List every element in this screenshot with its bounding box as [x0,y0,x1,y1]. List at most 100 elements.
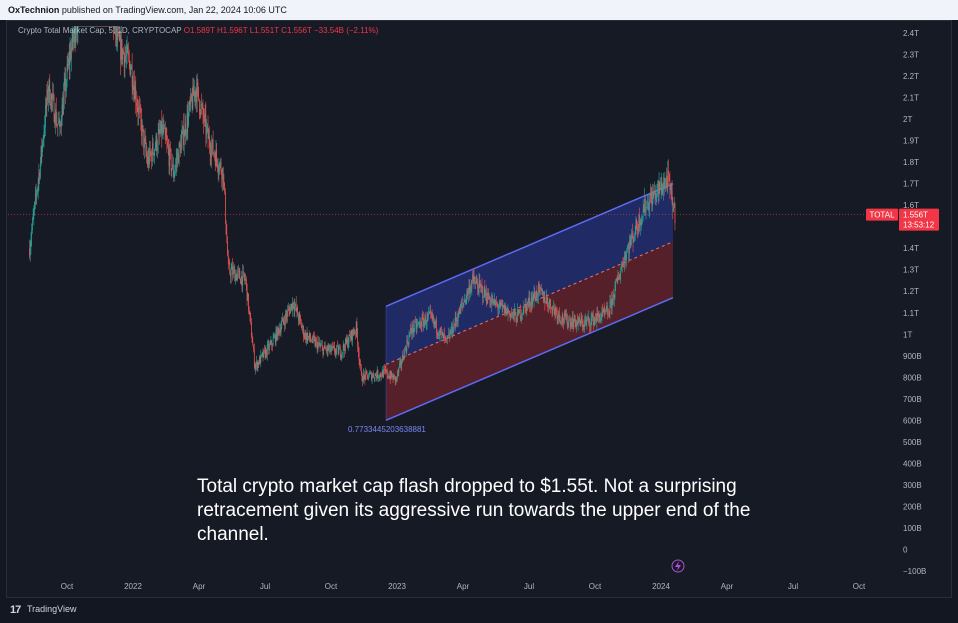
candle[interactable] [303,324,304,343]
candle[interactable] [415,315,416,323]
candle[interactable] [211,135,212,169]
candle[interactable] [126,35,128,65]
candle[interactable] [425,319,427,331]
candle[interactable] [200,100,202,118]
candle[interactable] [443,332,445,342]
candle[interactable] [661,177,663,195]
candle[interactable] [554,307,556,321]
candle[interactable] [556,307,558,325]
candle[interactable] [667,160,669,194]
candle[interactable] [436,316,437,339]
candle[interactable] [467,288,468,300]
candle[interactable] [437,329,439,340]
candle[interactable] [496,301,498,308]
candle[interactable] [545,289,547,305]
candle[interactable] [151,148,153,170]
candle[interactable] [133,71,134,102]
candle[interactable] [557,315,559,325]
candle[interactable] [438,331,439,340]
candle[interactable] [230,268,231,284]
candle[interactable] [203,108,205,134]
candle[interactable] [632,230,634,253]
channel-upper-line[interactable] [385,182,674,307]
candle[interactable] [87,26,89,27]
candle[interactable] [462,303,464,309]
candle[interactable] [313,331,314,344]
candle[interactable] [616,278,617,282]
candle[interactable] [590,322,591,333]
candle[interactable] [41,137,43,164]
candle[interactable] [589,318,591,333]
candle[interactable] [451,322,452,338]
candle[interactable] [106,26,108,27]
candle[interactable] [164,124,166,129]
candle[interactable] [143,128,145,156]
candle[interactable] [416,318,418,334]
candle[interactable] [347,336,349,351]
candle[interactable] [439,327,441,342]
candle[interactable] [600,313,602,321]
candle[interactable] [433,314,434,328]
candle[interactable] [93,26,95,27]
candle[interactable] [582,324,584,333]
candle[interactable] [405,345,407,358]
candle[interactable] [134,80,136,100]
candle[interactable] [457,313,458,327]
candle[interactable] [638,213,640,234]
candle[interactable] [558,307,560,323]
candle[interactable] [578,315,580,324]
candle[interactable] [74,26,76,53]
candle[interactable] [377,369,379,379]
candle[interactable] [668,173,670,182]
candle[interactable] [268,339,270,355]
candle[interactable] [657,179,659,205]
candle[interactable] [564,310,565,325]
candle[interactable] [39,156,41,180]
candle[interactable] [389,370,391,385]
candle[interactable] [465,294,467,305]
candle[interactable] [538,281,539,305]
candle[interactable] [311,336,313,344]
candle[interactable] [172,153,173,170]
candle[interactable] [394,374,395,380]
candle[interactable] [347,335,348,349]
candle[interactable] [457,311,459,328]
candle[interactable] [172,156,174,182]
candle[interactable] [478,272,480,297]
candle[interactable] [216,143,218,168]
candle[interactable] [111,26,113,27]
candle[interactable] [432,312,434,324]
candle[interactable] [530,302,531,313]
candle[interactable] [235,269,236,285]
candle[interactable] [157,139,158,159]
candle[interactable] [40,145,42,167]
candle[interactable] [199,98,200,120]
candle[interactable] [346,334,348,346]
candle[interactable] [125,45,126,63]
candle[interactable] [459,306,460,315]
candle[interactable] [511,312,513,319]
candle[interactable] [519,304,521,322]
candle[interactable] [265,345,267,359]
candle[interactable] [285,308,287,322]
candle[interactable] [471,280,473,296]
candle[interactable] [654,181,656,195]
candle[interactable] [333,341,335,349]
candle[interactable] [461,297,463,309]
candle[interactable] [388,372,390,379]
candle[interactable] [412,319,414,338]
candle[interactable] [485,288,486,301]
candle[interactable] [670,182,672,200]
candle[interactable] [569,314,570,321]
candle[interactable] [574,315,576,328]
candle[interactable] [269,341,270,354]
candle[interactable] [196,73,198,112]
candle[interactable] [271,339,272,351]
candle[interactable] [142,124,144,133]
candle[interactable] [118,26,119,37]
candle[interactable] [371,372,373,385]
candle[interactable] [205,101,207,148]
candle[interactable] [464,299,466,305]
candle[interactable] [509,312,510,317]
candle[interactable] [68,43,70,81]
